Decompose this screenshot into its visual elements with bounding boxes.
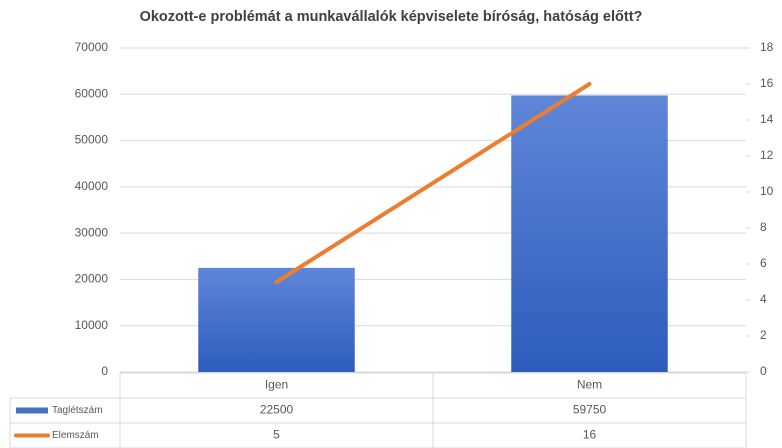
line — [274, 82, 592, 284]
y-tick-label: 30000 — [75, 225, 109, 239]
legend-label: Elemszám — [52, 430, 99, 441]
table-value: 16 — [583, 428, 597, 442]
legend-label: Taglétszám — [52, 405, 103, 416]
y2-tick-label: 14 — [760, 112, 774, 126]
chart-title: Okozott-e problémát a munkavállalók képv… — [140, 9, 643, 25]
x-tick-label: Nem — [577, 378, 602, 392]
y-tick-label: 70000 — [75, 40, 109, 54]
y2-tick-label: 10 — [760, 184, 774, 198]
bar — [511, 95, 668, 372]
y-tick-label: 50000 — [75, 133, 109, 147]
y-tick-label: 20000 — [75, 272, 109, 286]
y-tick-label: 60000 — [75, 86, 109, 100]
y2-tick-label: 12 — [760, 148, 774, 162]
table-value: 59750 — [573, 403, 607, 417]
y-tick-label: 40000 — [75, 179, 109, 193]
y2-tick-label: 4 — [760, 292, 767, 306]
y2-tick-label: 8 — [760, 220, 767, 234]
y2-tick-label: 16 — [760, 76, 774, 90]
table-value: 22500 — [260, 403, 294, 417]
y2-tick-label: 18 — [760, 40, 774, 54]
x-tick-label: Igen — [265, 378, 288, 392]
y-tick-label: 10000 — [75, 318, 109, 332]
y2-tick-label: 0 — [760, 364, 767, 378]
table-value: 5 — [273, 428, 280, 442]
y2-tick-label: 2 — [760, 328, 767, 342]
y2-tick-label: 6 — [760, 256, 767, 270]
bar — [198, 267, 355, 372]
legend-key — [16, 407, 48, 414]
y-tick-label: 0 — [101, 364, 108, 378]
